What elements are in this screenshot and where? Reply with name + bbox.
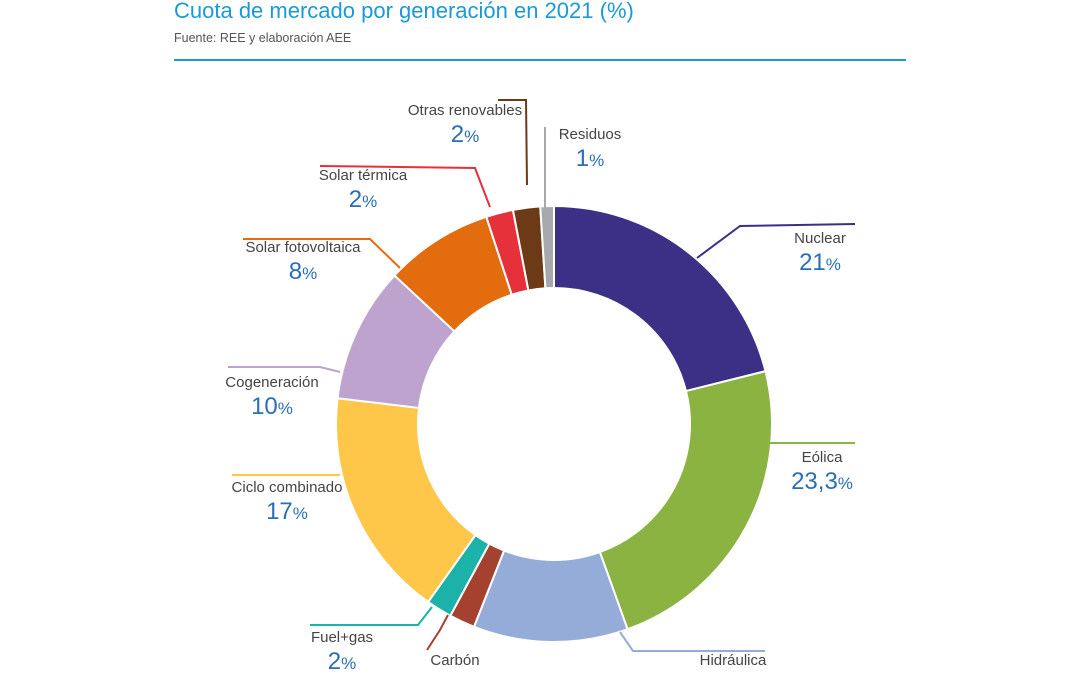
leader-lines [228,99,856,652]
leader-line-nuclear [696,223,856,259]
slice-value-fuel-gas: 2% [328,648,356,675]
leader-line-hidraulica [619,631,765,652]
leader-line-carbon [426,614,449,651]
leader-line-otras-renovables [498,99,528,186]
slice-label-eolica: Eólica [802,449,844,466]
slice-value-solar-fotovoltaica: 8% [289,258,317,285]
chart-source: Fuente: REE y elaboración AEE [174,31,352,45]
slice-label-fuel-gas: Fuel+gas [311,629,373,646]
leader-line-fuel-gas [310,606,433,626]
slice-label-otras-renovables: Otras renovables [408,102,522,119]
slice-label-ciclo-combinado: Ciclo combinado [232,479,343,496]
slice-label-solar-termica: Solar térmica [319,167,408,184]
slice-eolica [598,369,773,631]
slice-value-eolica: 23,3% [791,468,853,495]
slice-value-solar-termica: 2% [349,186,377,213]
slice-value-residuos: 1% [576,145,604,172]
slice-label-carbon: Carbón [430,652,479,669]
slice-label-nuclear: Nuclear [794,230,846,247]
slice-label-hidraulica: Hidráulica [700,652,767,669]
leader-line-solar-termica [319,165,491,208]
donut-slices [335,204,773,643]
leader-line-solar-fotovoltaica [243,238,401,269]
slice-nuclear [553,204,767,393]
slice-value-cogeneracion: 10% [251,393,293,420]
slice-label-residuos: Residuos [559,126,622,143]
leader-line-cogeneracion [228,366,341,373]
header-divider [174,59,906,61]
chart-title: Cuota de mercado por generación en 2021 … [174,0,634,23]
slice-label-solar-fotovoltaica: Solar fotovoltaica [245,239,361,256]
slice-value-otras-renovables: 2% [451,121,479,148]
slice-value-nuclear: 21% [799,249,841,276]
slice-label-cogeneracion: Cogeneración [225,374,318,391]
slice-value-ciclo-combinado: 17% [266,498,308,525]
slice-labels: Nuclear 21% Eólica 23,3% Hidráulica Carbón Fue… [225,102,853,675]
